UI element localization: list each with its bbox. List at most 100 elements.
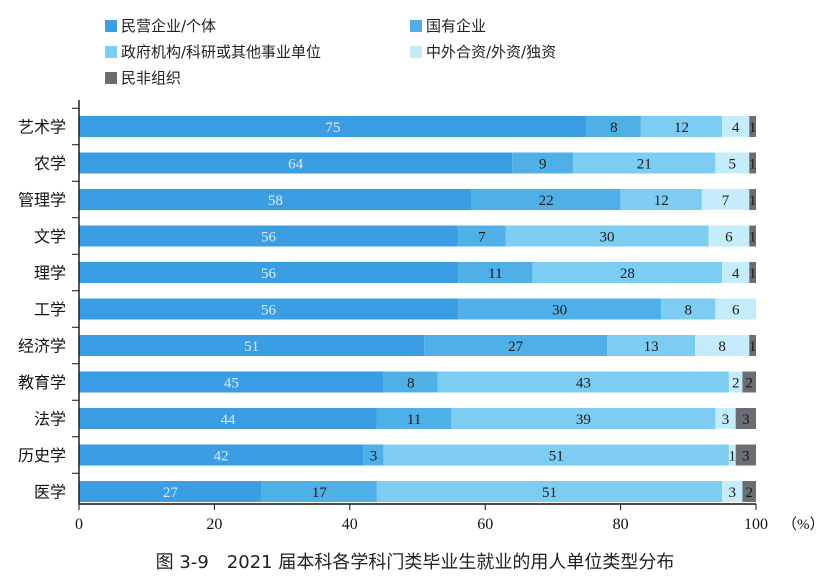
data-label: 12	[674, 120, 689, 136]
data-label: 1	[749, 339, 757, 355]
bar-segment	[715, 152, 750, 174]
bar-segment	[376, 481, 723, 502]
data-label: 22	[539, 193, 554, 209]
data-label: 28	[620, 266, 635, 282]
bar-segment	[722, 262, 750, 283]
data-label: 42	[214, 449, 229, 465]
data-label: 17	[312, 485, 328, 501]
data-label: 27	[508, 339, 524, 355]
data-label: 8	[610, 120, 618, 136]
legend-label-3: 政府机构/科研或其他事业单位	[121, 43, 321, 61]
data-label: 3	[722, 412, 730, 428]
legend-swatch-1	[105, 20, 117, 32]
bar-segment	[512, 152, 574, 174]
category-label: 农学	[34, 154, 66, 173]
data-label: 56	[261, 266, 277, 282]
bar-segment	[742, 371, 756, 393]
bar-segment	[79, 408, 377, 429]
x-tick-label: 0	[75, 516, 83, 533]
axes: 0 20 40 60 80 100 （%）	[72, 100, 825, 533]
legend-label-2: 国有企业	[426, 17, 486, 35]
category-label: 艺术学	[18, 118, 66, 137]
data-label: 2	[745, 376, 753, 392]
bar-segment	[573, 152, 716, 174]
data-label: 39	[576, 412, 591, 428]
category-label: 管理学	[18, 191, 66, 210]
data-label: 3	[370, 449, 378, 465]
bar-segment	[458, 225, 506, 247]
legend-swatch-5	[105, 72, 117, 84]
data-label: 64	[288, 157, 304, 173]
bar-segment	[695, 335, 750, 356]
legend-swatch-4	[410, 46, 422, 58]
bar-segment	[749, 152, 756, 174]
bar-segment	[715, 298, 756, 320]
bar-segment	[586, 116, 641, 137]
bar-segment	[640, 116, 723, 137]
bar-segment	[437, 371, 729, 393]
bar-segment	[735, 408, 756, 429]
category-label: 法学	[34, 410, 66, 429]
bar-segment	[458, 298, 662, 320]
bar-segment	[451, 408, 716, 429]
category-label: 医学	[34, 483, 66, 502]
bar-segment	[79, 444, 364, 466]
x-tick-label: 20	[206, 516, 222, 533]
bar-segment	[363, 444, 384, 466]
bar-segment	[79, 371, 384, 393]
data-label: 30	[600, 230, 615, 246]
bar-segment	[735, 444, 756, 466]
bar-segment	[79, 152, 513, 174]
x-axis-unit: （%）	[782, 516, 825, 533]
data-label: 56	[261, 230, 277, 246]
bar-segment	[79, 262, 459, 283]
bar-segment	[79, 298, 459, 320]
bar-segment	[708, 225, 750, 247]
category-label: 教育学	[18, 373, 66, 392]
data-label: 11	[488, 266, 502, 282]
bar-segment	[424, 335, 608, 356]
chart-caption: 图 3-9 2021 届本科各学科门类毕业生就业的用人单位类型分布	[156, 552, 675, 573]
data-label: 4	[732, 266, 740, 282]
data-label: 51	[542, 485, 557, 501]
data-label: 6	[732, 303, 740, 319]
category-label: 理学	[34, 264, 66, 283]
bar-segment	[383, 371, 438, 393]
bar-segment	[79, 116, 587, 137]
bar-segment	[505, 225, 709, 247]
bar-segment	[79, 335, 425, 356]
data-label: 6	[725, 230, 733, 246]
data-label: 7	[478, 230, 486, 246]
category-label: 工学	[34, 300, 66, 319]
bar-segment	[458, 262, 533, 283]
bar-segment	[749, 116, 756, 137]
bar-segment	[749, 225, 756, 247]
data-label: 1	[749, 120, 757, 136]
category-label: 历史学	[18, 446, 66, 465]
bar-segment	[79, 225, 459, 247]
bar-segment	[749, 262, 756, 283]
data-label: 21	[637, 157, 652, 173]
bar-segment	[742, 481, 756, 502]
data-label: 8	[407, 376, 415, 392]
data-label: 51	[549, 449, 564, 465]
x-tick-label: 80	[613, 516, 629, 533]
bar-segment	[749, 335, 756, 356]
bar-segment	[376, 408, 452, 429]
bar-segment	[532, 262, 723, 283]
legend-label-5: 民非组织	[121, 69, 181, 87]
x-tick-label: 100	[744, 516, 768, 533]
data-label: 2	[745, 485, 753, 501]
bar-segment	[79, 189, 472, 210]
data-label: 30	[552, 303, 567, 319]
data-label: 3	[742, 449, 750, 465]
data-label: 1	[749, 266, 757, 282]
bar-segment	[722, 116, 750, 137]
data-label: 5	[729, 157, 737, 173]
data-label: 12	[654, 193, 669, 209]
x-tick-label: 60	[477, 516, 493, 533]
data-label: 4	[732, 120, 740, 136]
data-label: 45	[224, 376, 239, 392]
